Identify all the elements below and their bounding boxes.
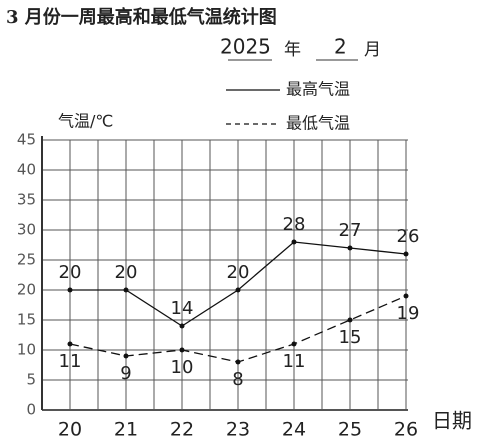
point (347, 317, 353, 323)
y-tick-label: 35 (17, 191, 36, 209)
legend-label: 最低气温 (286, 114, 350, 133)
data-label: 28 (283, 214, 306, 235)
data-label: 10 (171, 357, 194, 378)
year-unit: 年 (284, 40, 301, 60)
data-label: 8 (232, 369, 243, 390)
data-label: 11 (283, 351, 306, 372)
x-tick-label: 21 (114, 419, 138, 441)
data-label: 20 (227, 262, 250, 283)
point (179, 323, 185, 329)
chart-title: 3 月份一周最高和最低气温统计图 (6, 6, 277, 28)
data-label: 19 (397, 303, 420, 324)
y-tick-label: 10 (17, 341, 36, 359)
data-label: 14 (171, 298, 194, 319)
month-unit: 月 (364, 40, 381, 60)
point (291, 239, 297, 245)
data-label: 11 (59, 351, 82, 372)
y-tick-label: 0 (26, 401, 36, 419)
year: 2025 (220, 35, 271, 59)
point (67, 287, 73, 293)
point (403, 251, 409, 257)
x-tick-label: 20 (58, 419, 82, 441)
point (235, 287, 241, 293)
point (403, 293, 409, 299)
point (67, 341, 73, 347)
data-label: 27 (339, 220, 362, 241)
x-tick-label: 22 (170, 419, 194, 441)
y-tick-label: 30 (17, 221, 36, 239)
point (291, 341, 297, 347)
y-tick-label: 40 (17, 161, 36, 179)
x-tick-label: 23 (226, 419, 250, 441)
point (235, 359, 241, 365)
x-axis-label: 日期 (432, 409, 472, 433)
data-label: 26 (397, 226, 420, 247)
y-axis-label: 气温/℃ (58, 112, 113, 131)
y-tick-label: 20 (17, 281, 36, 299)
month: 2 (334, 35, 347, 59)
point (123, 353, 129, 359)
point (123, 287, 129, 293)
x-tick-label: 25 (338, 419, 362, 441)
data-label: 20 (115, 262, 138, 283)
data-label: 9 (120, 363, 131, 384)
point (347, 245, 353, 251)
x-tick-label: 26 (394, 419, 418, 441)
y-tick-label: 5 (26, 371, 36, 389)
y-tick-label: 15 (17, 311, 36, 329)
data-label: 20 (59, 262, 82, 283)
y-tick-label: 25 (17, 251, 36, 269)
y-tick-label: 45 (17, 131, 36, 149)
point (179, 347, 185, 353)
data-label: 15 (339, 327, 362, 348)
x-tick-label: 24 (282, 419, 306, 441)
legend-label: 最高气温 (286, 80, 350, 99)
